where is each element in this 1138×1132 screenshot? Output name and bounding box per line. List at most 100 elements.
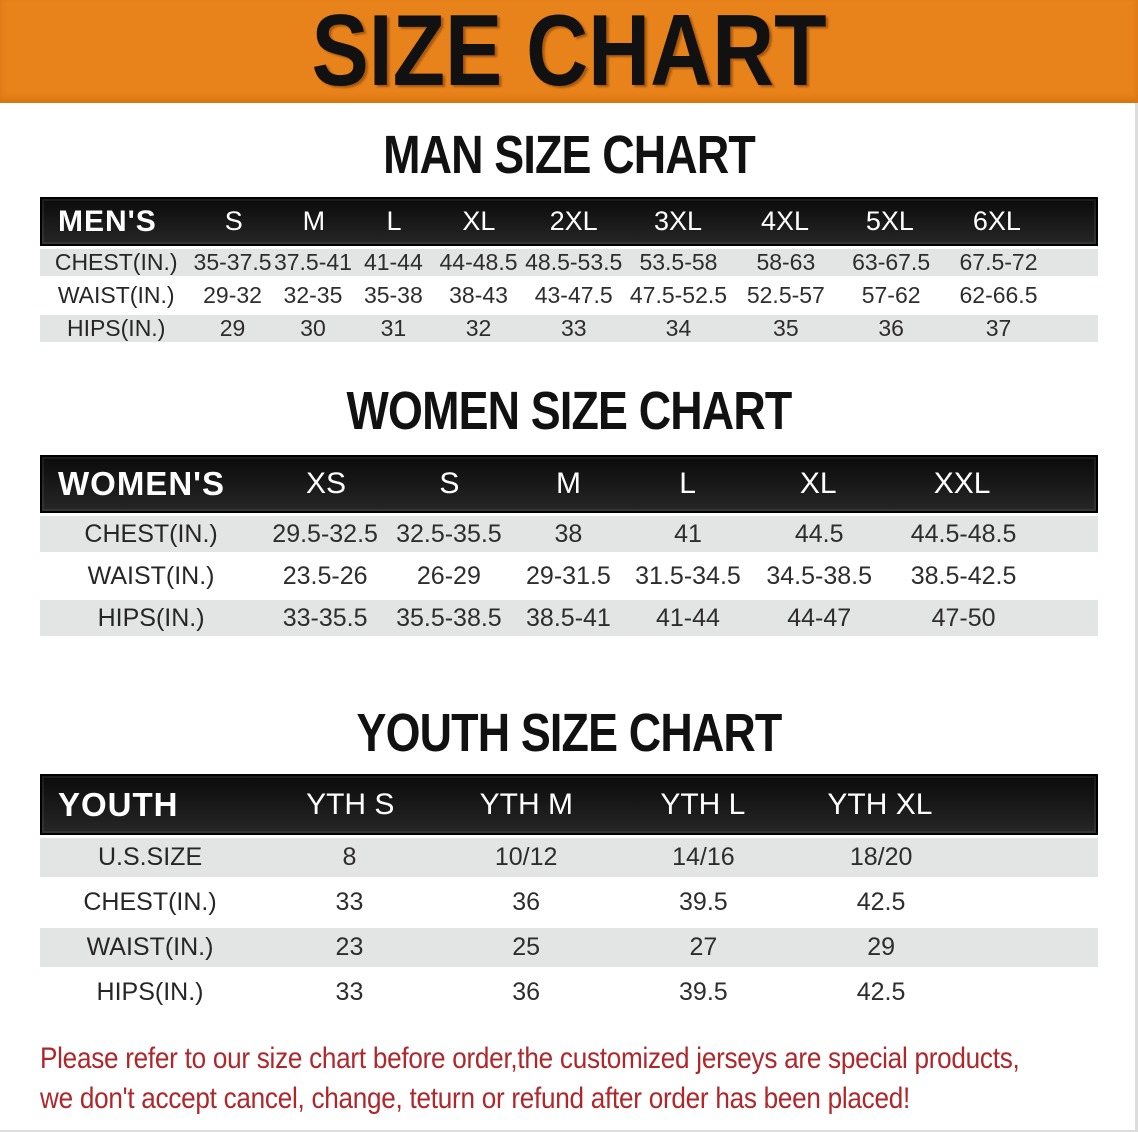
size-value: 29-32	[203, 282, 262, 308]
table-row: HIPS(IN.) 33 36 39.5 42.5	[40, 970, 1098, 1015]
row-filler	[1054, 249, 1098, 276]
column-header: M	[555, 467, 581, 500]
column-header: XS	[306, 467, 347, 500]
table-row: WAIST(IN.) 23 25 27 29	[40, 925, 1098, 970]
row-filler	[969, 880, 1098, 925]
size-value: 23.5-26	[282, 561, 368, 590]
size-value: 67.5-72	[959, 249, 1038, 275]
row-label: U.S.SIZE	[97, 843, 203, 871]
size-value: 34	[665, 315, 692, 341]
size-value: 23	[335, 933, 364, 961]
column-header: YTH XL	[827, 787, 933, 821]
size-value: 33	[335, 888, 364, 916]
size-value: 43-47.5	[534, 282, 613, 308]
table-header-row: MEN'S S M L XL 2XL 3XL 4XL 5XL 6XL	[40, 197, 1098, 246]
column-header: XL	[799, 467, 837, 500]
row-filler	[969, 928, 1098, 967]
size-value: 63-67.5	[852, 249, 931, 275]
size-value: 33	[560, 315, 587, 341]
row-filler	[1038, 600, 1098, 636]
size-value: 42.5	[856, 978, 906, 1006]
size-value: 36	[878, 315, 904, 341]
table-row: U.S.SIZE 8 10/12 14/16 18/20	[40, 835, 1098, 880]
row-label: CHEST(IN.)	[84, 519, 218, 548]
size-value: 26-29	[416, 561, 481, 590]
row-label: WAIST(IN.)	[57, 282, 175, 308]
banner-title: SIZE CHART	[311, 0, 827, 107]
youth-size-table: YOUTH YTH S YTH M YTH L YTH XL U.S.SIZE 8 10/12…	[40, 774, 1098, 1015]
row-filler	[969, 838, 1098, 877]
size-value: 29	[219, 315, 246, 341]
size-value: 25	[512, 933, 541, 961]
table-row: CHEST(IN.) 35-37.5 37.5-41 41-44 44-48.5 48.5…	[40, 246, 1098, 279]
size-value: 44-48.5	[439, 249, 518, 275]
row-label: HIPS(IN.)	[97, 603, 205, 632]
table-row: HIPS(IN.) 29 30 31 32 33 34 35 36 37	[40, 312, 1098, 345]
column-header: S	[224, 206, 243, 236]
size-value: 39.5	[679, 978, 728, 1006]
size-value: 44.5-48.5	[910, 519, 1017, 548]
size-value: 18/20	[849, 843, 913, 871]
women-size-table: WOMEN'S XS S M L XL XXL CHEST(IN.) 29.5-32.5 32.5…	[40, 455, 1098, 639]
row-filler	[1038, 516, 1098, 552]
size-value: 35.5-38.5	[396, 603, 502, 632]
column-header: 5XL	[865, 206, 914, 236]
size-value: 53.5-58	[639, 249, 718, 275]
size-value: 44.5	[794, 519, 844, 548]
size-value: 33	[335, 978, 364, 1006]
size-value: 57-62	[861, 282, 921, 308]
row-filler	[1054, 279, 1098, 312]
table-row: CHEST(IN.) 33 36 39.5 42.5	[40, 880, 1098, 925]
column-header: 6XL	[972, 206, 1021, 236]
men-section-heading-text: MAN SIZE CHART	[383, 125, 756, 185]
size-value: 47.5-52.5	[629, 282, 728, 308]
size-value: 30	[300, 315, 326, 341]
size-value: 41-44	[363, 249, 423, 275]
size-value: 35	[773, 315, 799, 341]
size-value: 62-66.5	[959, 282, 1038, 308]
footer-note: Please refer to our size chart before or…	[40, 1039, 1020, 1119]
section-women: WOMEN SIZE CHART WOMEN'S XS S M L XL XXL CHEST(…	[0, 381, 1138, 639]
column-header: L	[386, 206, 402, 236]
banner: SIZE CHART	[0, 0, 1138, 103]
men-size-table: MEN'S S M L XL 2XL 3XL 4XL 5XL 6XL CHEST(IN.) 35-37…	[40, 197, 1098, 345]
column-header: L	[679, 467, 696, 500]
size-value: 8	[342, 843, 357, 871]
group-label: YOUTH	[58, 785, 179, 823]
size-value: 32-35	[283, 282, 343, 308]
size-value: 44-47	[787, 603, 852, 632]
size-value: 42.5	[856, 888, 906, 916]
women-section-heading: WOMEN SIZE CHART	[0, 381, 1138, 441]
column-header: M	[302, 206, 326, 236]
women-section-heading-text: WOMEN SIZE CHART	[346, 381, 793, 441]
size-value: 14/16	[672, 843, 735, 871]
men-section-heading: MAN SIZE CHART	[0, 125, 1138, 185]
group-label: WOMEN'S	[58, 465, 226, 502]
row-label: HIPS(IN.)	[66, 315, 166, 341]
section-men: MAN SIZE CHART MEN'S S M L XL 2XL 3XL 4XL 5XL 6XL…	[0, 125, 1138, 345]
row-label: CHEST(IN.)	[54, 249, 178, 275]
table-row: HIPS(IN.) 33-35.5 35.5-38.5 38.5-41 41-44 44-…	[40, 597, 1098, 639]
size-value: 52.5-57	[746, 282, 825, 308]
size-value: 39.5	[679, 888, 728, 916]
table-header-row: YOUTH YTH S YTH M YTH L YTH XL	[40, 774, 1098, 835]
table-row: CHEST(IN.) 29.5-32.5 32.5-35.5 38 41 44.5 44.5…	[40, 513, 1098, 555]
size-value: 41	[674, 519, 702, 548]
size-value: 35-37.5	[193, 249, 272, 275]
column-header: YTH S	[306, 787, 395, 821]
size-value: 36	[512, 978, 541, 1006]
footer-line-2: we don't accept cancel, change, teturn o…	[40, 1082, 910, 1115]
size-value: 47-50	[931, 603, 996, 632]
size-value: 29	[867, 933, 895, 961]
column-header: S	[439, 467, 460, 500]
table-header-row: WOMEN'S XS S M L XL XXL	[40, 455, 1098, 513]
size-value: 33-35.5	[282, 603, 368, 632]
row-label: WAIST(IN.)	[86, 933, 214, 961]
size-value: 32.5-35.5	[396, 519, 502, 548]
row-label: CHEST(IN.)	[83, 888, 217, 916]
column-header: XL	[462, 206, 496, 236]
row-filler	[969, 970, 1098, 1015]
size-value: 38.5-41	[526, 603, 611, 632]
group-label: MEN'S	[58, 204, 157, 238]
size-value: 29-31.5	[526, 561, 611, 590]
